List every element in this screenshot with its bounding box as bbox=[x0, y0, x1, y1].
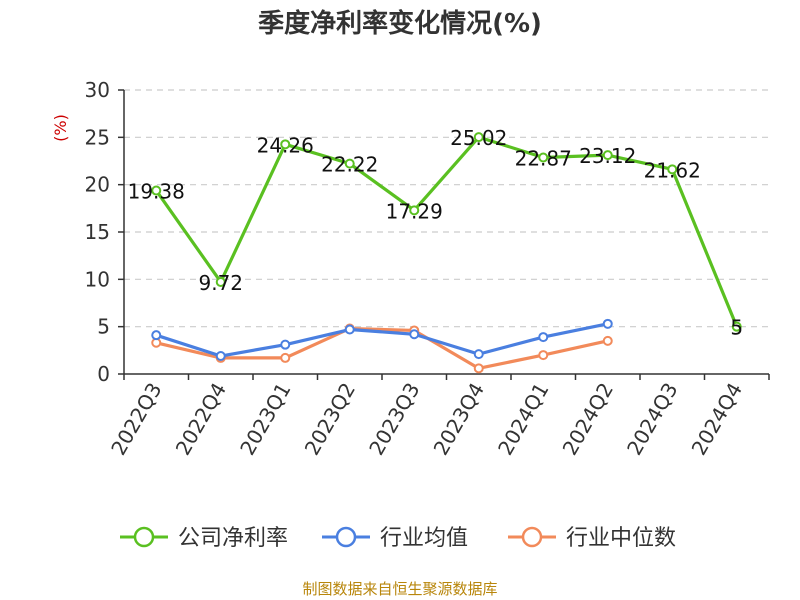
axes bbox=[118, 89, 770, 380]
data-point bbox=[538, 332, 549, 343]
series-lines bbox=[151, 132, 742, 374]
x-tick-label: 2024Q1 bbox=[493, 379, 553, 460]
data-point bbox=[215, 351, 226, 362]
series-line bbox=[155, 326, 609, 370]
series-line bbox=[154, 135, 739, 328]
data-label: 24.26 bbox=[257, 133, 314, 157]
data-source: 制图数据来自恒生聚源数据库 bbox=[302, 580, 497, 598]
data-point bbox=[473, 363, 484, 374]
y-tick-label: 15 bbox=[85, 220, 110, 244]
data-point bbox=[151, 330, 162, 341]
y-tick-label: 0 bbox=[97, 362, 110, 386]
data-labels: 19.38 9.72 24.26 22.22 17.29 25.02 22.87 23.12 2… bbox=[128, 126, 744, 340]
data-point bbox=[538, 350, 549, 361]
legend-label: 行业中位数 bbox=[566, 526, 676, 551]
data-point bbox=[731, 321, 742, 332]
data-point bbox=[473, 349, 484, 360]
data-point bbox=[409, 329, 420, 340]
grid-lines bbox=[124, 89, 769, 328]
legend-marker bbox=[335, 526, 357, 548]
legend: 公司净利率 行业均值 行业中位数 bbox=[120, 526, 676, 551]
x-tick-label: 2022Q4 bbox=[171, 379, 231, 460]
x-tick-label: 2023Q1 bbox=[235, 379, 295, 460]
y-tick-label: 10 bbox=[85, 267, 110, 291]
x-tick-label: 2023Q3 bbox=[364, 379, 424, 460]
series-line bbox=[155, 322, 609, 358]
data-point bbox=[602, 150, 613, 161]
x-tick-labels: 2022Q3 2022Q4 2023Q1 2023Q2 2023Q3 2023Q4 2024… bbox=[106, 379, 747, 460]
y-tick-label: 5 bbox=[97, 315, 110, 339]
data-point bbox=[344, 158, 355, 169]
data-point bbox=[602, 335, 613, 346]
data-point bbox=[280, 339, 291, 350]
data-label: 19.38 bbox=[128, 180, 185, 204]
data-label: 5 bbox=[730, 316, 743, 340]
x-tick-label: 2022Q3 bbox=[106, 379, 166, 460]
x-tick-label: 2024Q3 bbox=[622, 379, 682, 460]
data-label: 9.72 bbox=[198, 271, 243, 295]
legend-label: 行业均值 bbox=[380, 526, 468, 551]
y-tick-labels: 0 5 10 15 20 25 30 bbox=[85, 78, 110, 386]
legend-marker bbox=[133, 526, 155, 548]
y-tick-label: 20 bbox=[85, 173, 110, 197]
chart-title: 季度净利率变化情况(%) bbox=[258, 8, 542, 39]
data-label: 22.87 bbox=[515, 146, 572, 170]
x-tick-label: 2023Q4 bbox=[429, 379, 489, 460]
y-tick-label: 25 bbox=[85, 125, 110, 149]
data-point bbox=[667, 164, 678, 175]
data-label: 21.62 bbox=[644, 158, 701, 182]
x-tick-label: 2023Q2 bbox=[300, 379, 360, 460]
data-point bbox=[409, 205, 420, 216]
data-label: 23.12 bbox=[579, 144, 636, 168]
x-tick-label: 2024Q2 bbox=[558, 379, 618, 460]
data-label: 17.29 bbox=[386, 199, 443, 223]
data-point bbox=[151, 185, 162, 196]
legend-label: 公司净利率 bbox=[178, 526, 288, 551]
x-tick-label: 2024Q4 bbox=[687, 379, 747, 460]
legend-marker bbox=[521, 526, 543, 548]
data-point bbox=[280, 352, 291, 363]
y-axis-unit: (%) bbox=[51, 114, 70, 142]
data-point bbox=[215, 276, 226, 287]
data-point bbox=[602, 318, 613, 329]
data-label: 22.22 bbox=[321, 153, 378, 177]
data-point bbox=[538, 152, 549, 163]
data-point bbox=[280, 139, 291, 150]
data-label: 25.02 bbox=[450, 126, 507, 150]
data-point bbox=[473, 132, 484, 143]
data-point bbox=[344, 324, 355, 335]
y-tick-label: 30 bbox=[85, 78, 110, 102]
